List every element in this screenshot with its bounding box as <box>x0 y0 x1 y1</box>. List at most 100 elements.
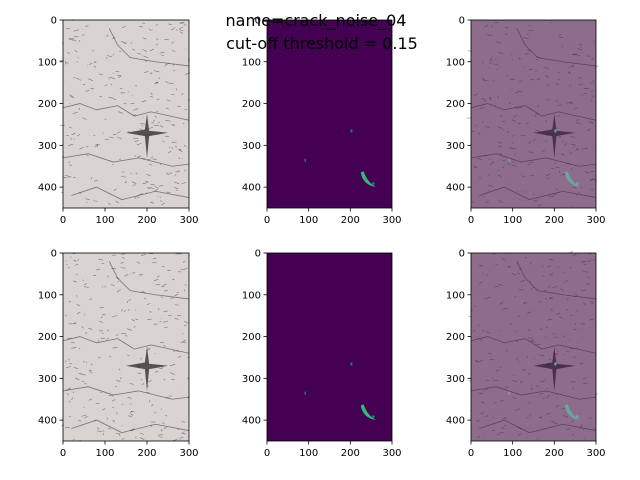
texture <box>179 31 184 34</box>
texture <box>574 293 578 296</box>
texture <box>589 318 595 321</box>
texture <box>483 388 489 392</box>
texture <box>68 161 71 163</box>
texture <box>484 200 490 203</box>
texture <box>90 363 93 366</box>
texture <box>159 367 163 370</box>
x-tick-label: 100 <box>95 448 114 459</box>
crack <box>470 153 597 167</box>
texture <box>174 187 179 190</box>
texture <box>154 115 157 117</box>
texture <box>547 265 552 268</box>
texture <box>578 191 580 194</box>
texture <box>141 100 147 103</box>
texture <box>512 142 514 144</box>
texture <box>536 78 541 81</box>
texture <box>497 126 502 129</box>
texture <box>106 34 109 37</box>
texture <box>127 328 133 331</box>
texture <box>138 26 143 28</box>
crack <box>108 28 190 67</box>
texture <box>147 346 149 350</box>
texture <box>149 48 154 52</box>
blob <box>508 391 510 395</box>
blob <box>350 129 353 133</box>
texture <box>142 37 147 40</box>
texture <box>563 335 566 338</box>
texture <box>101 332 104 335</box>
texture <box>574 328 577 331</box>
texture <box>74 377 80 381</box>
texture <box>499 152 503 156</box>
y-tick-label: 0 <box>51 249 57 260</box>
texture <box>95 402 100 405</box>
texture <box>106 417 109 420</box>
texture <box>65 366 71 369</box>
texture <box>133 114 137 116</box>
texture <box>553 333 555 335</box>
texture <box>81 326 84 329</box>
texture <box>151 404 154 407</box>
x-tick-label: 300 <box>179 215 198 226</box>
y-tick-label: 200 <box>446 332 465 343</box>
texture <box>549 296 553 300</box>
texture <box>79 147 84 150</box>
texture <box>77 258 80 261</box>
texture <box>139 357 143 360</box>
blob <box>564 171 581 188</box>
image-background <box>267 253 392 441</box>
texture <box>518 80 523 82</box>
texture <box>155 43 158 46</box>
texture <box>76 311 81 315</box>
texture <box>473 329 476 332</box>
texture <box>72 111 79 114</box>
texture <box>572 387 575 390</box>
crack <box>108 261 190 300</box>
blob <box>371 415 375 419</box>
crack <box>62 336 190 354</box>
texture <box>111 254 115 257</box>
texture <box>115 200 119 204</box>
texture <box>491 377 494 379</box>
texture <box>566 428 570 431</box>
texture <box>581 94 583 96</box>
texture <box>134 155 137 157</box>
crack <box>71 186 190 201</box>
texture <box>547 318 552 321</box>
texture <box>119 158 121 161</box>
texture <box>555 162 557 165</box>
texture <box>107 202 111 206</box>
texture <box>149 187 155 190</box>
texture <box>160 429 163 432</box>
texture <box>125 334 128 337</box>
texture <box>104 84 108 86</box>
texture <box>172 27 176 29</box>
texture <box>567 71 572 75</box>
texture <box>94 180 98 182</box>
texture <box>563 272 566 274</box>
texture <box>102 314 106 316</box>
texture <box>516 106 522 109</box>
texture <box>102 430 105 432</box>
texture <box>479 281 483 284</box>
texture <box>594 65 599 68</box>
texture <box>587 277 590 279</box>
texture <box>558 33 562 37</box>
texture <box>73 176 76 179</box>
texture <box>486 331 491 334</box>
texture <box>541 149 546 152</box>
texture <box>88 398 92 401</box>
texture <box>80 373 86 376</box>
texture <box>545 298 548 300</box>
y-tick-label: 400 <box>38 416 57 427</box>
axes-frame <box>470 19 597 209</box>
texture <box>94 144 99 148</box>
texture <box>479 264 484 267</box>
texture <box>104 118 107 121</box>
texture <box>544 120 547 123</box>
texture <box>555 83 560 85</box>
texture <box>73 280 77 283</box>
y-tick-label: 300 <box>242 374 261 385</box>
texture <box>559 316 564 319</box>
texture <box>179 437 182 440</box>
